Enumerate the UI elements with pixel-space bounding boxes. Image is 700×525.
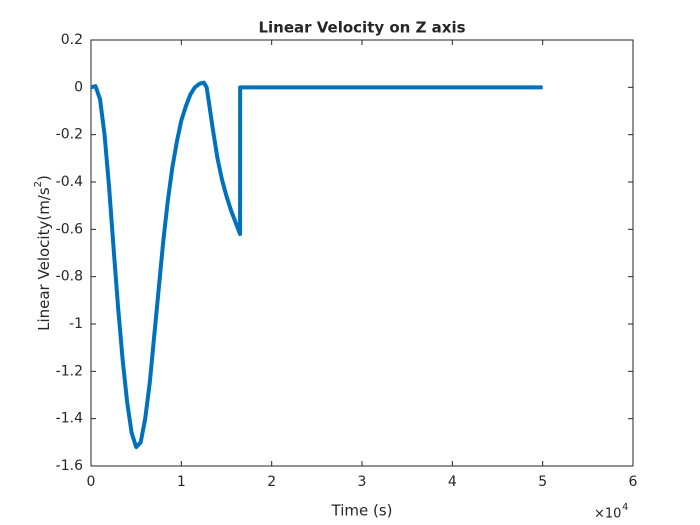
plot-area: [90, 39, 634, 467]
y-tick-label: -1.2: [56, 363, 83, 379]
y-axis-label-superscript: 2: [33, 181, 44, 187]
y-tick-label: -0.8: [56, 269, 83, 285]
y-axis-label: Linear Velocity(m/s2): [33, 175, 53, 331]
y-tick-label: -0.6: [56, 221, 83, 237]
x-tick-label: 5: [538, 474, 547, 490]
data-line: [90, 80, 543, 450]
y-tick-label: 0: [74, 79, 83, 95]
x-tick-label: 3: [358, 474, 367, 490]
y-tick-label: -1.6: [56, 458, 83, 474]
x-tick-label: 2: [267, 474, 276, 490]
y-tick-label: -1: [69, 316, 83, 332]
y-axis-label-suffix: ): [35, 175, 53, 181]
chart-title: Linear Velocity on Z axis: [258, 19, 465, 37]
y-axis-label-text: Linear Velocity(m/s: [35, 187, 53, 331]
x-tick-label: 1: [177, 474, 186, 490]
x-axis-label: Time (s): [331, 502, 393, 520]
x-tick-label: 0: [87, 474, 96, 490]
y-tick-label: -0.2: [56, 127, 83, 143]
x-tick-label: 6: [629, 474, 638, 490]
y-tick-label: 0.2: [61, 32, 83, 48]
x-multiplier: ×10: [594, 507, 621, 522]
x-multiplier-exponent: 4: [622, 502, 628, 513]
y-tick-label: -0.4: [56, 174, 83, 190]
x-tick-label: 4: [448, 474, 457, 490]
y-tick-label: -1.4: [56, 411, 83, 427]
